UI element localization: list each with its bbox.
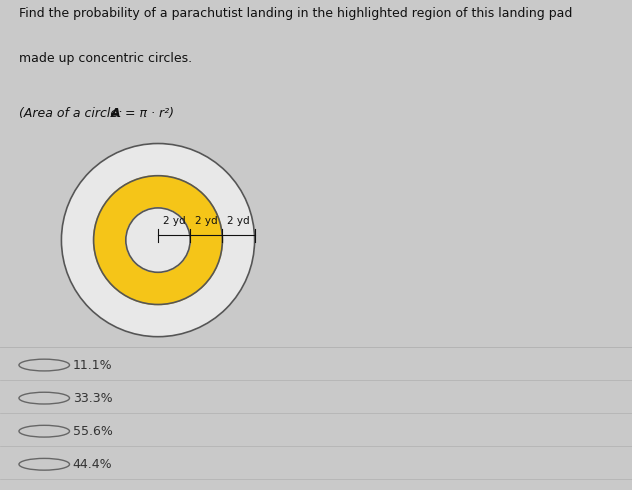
Text: made up concentric circles.: made up concentric circles. xyxy=(19,52,192,65)
Circle shape xyxy=(126,208,190,272)
Text: 44.4%: 44.4% xyxy=(73,458,112,471)
Text: A: A xyxy=(111,107,120,120)
Circle shape xyxy=(61,144,255,337)
Text: 2 yd: 2 yd xyxy=(195,217,217,226)
Text: 55.6%: 55.6% xyxy=(73,425,112,438)
Text: 2 yd: 2 yd xyxy=(163,217,185,226)
Text: 2 yd: 2 yd xyxy=(227,217,250,226)
Text: = π · r²): = π · r²) xyxy=(121,107,174,120)
Text: Find the probability of a parachutist landing in the highlighted region of this : Find the probability of a parachutist la… xyxy=(19,7,573,20)
Circle shape xyxy=(94,176,222,304)
Text: 33.3%: 33.3% xyxy=(73,392,112,405)
Text: (Area of a circle:: (Area of a circle: xyxy=(19,107,126,120)
Text: 11.1%: 11.1% xyxy=(73,359,112,371)
